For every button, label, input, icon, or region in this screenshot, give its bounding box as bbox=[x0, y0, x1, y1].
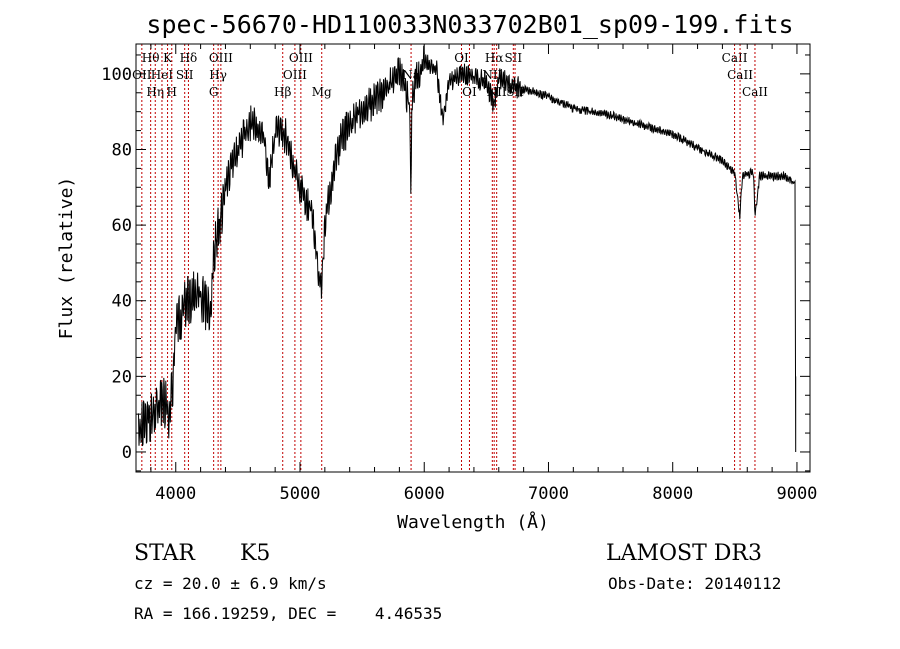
line-label: HeI bbox=[151, 68, 174, 82]
coordinates: RA = 166.19259, DEC = 4.46535 bbox=[134, 604, 442, 623]
plot-frame bbox=[135, 43, 811, 473]
line-label: CaII bbox=[727, 68, 753, 82]
x-tick-label: 4000 bbox=[155, 484, 196, 504]
x-tick-label: 5000 bbox=[280, 484, 321, 504]
object-class: STAR bbox=[134, 541, 196, 566]
line-label: OIII bbox=[289, 51, 313, 65]
spectrum-line bbox=[138, 45, 797, 452]
line-label: H bbox=[167, 85, 177, 99]
y-tick-label: 100 bbox=[101, 65, 132, 85]
y-tick-label: 60 bbox=[112, 216, 132, 236]
x-tick-label: 7000 bbox=[528, 484, 569, 504]
line-label: CaII bbox=[722, 51, 748, 65]
obs-date: Obs-Date: 20140112 bbox=[608, 574, 781, 593]
y-axis-label: Flux (relative) bbox=[56, 177, 77, 340]
line-label: OIII bbox=[209, 51, 233, 65]
line-label: Hθ bbox=[142, 51, 160, 65]
line-label: Hα bbox=[485, 51, 504, 65]
chart-title: spec-56670-HD110033N033702B01_sp09-199.f… bbox=[146, 10, 793, 39]
x-axis-label: Wavelength (Å) bbox=[397, 511, 549, 533]
y-tick-label: 80 bbox=[112, 140, 132, 160]
line-label: SII bbox=[176, 68, 194, 82]
axes-ticks: 4000 5000 6000 7000 8000 9000 0 20 40 60 80 100 bbox=[101, 44, 817, 504]
line-label: OI bbox=[454, 51, 469, 65]
y-tick-label: 20 bbox=[112, 367, 132, 387]
line-label: OI bbox=[462, 85, 477, 99]
line-label: OII bbox=[132, 68, 152, 82]
line-label: CaII bbox=[742, 85, 768, 99]
line-label: Hβ bbox=[274, 85, 291, 99]
line-label: OIII bbox=[283, 68, 307, 82]
x-tick-label: 9000 bbox=[776, 484, 817, 504]
x-tick-label: 8000 bbox=[652, 484, 693, 504]
subclass: K5 bbox=[240, 541, 270, 566]
spectral-line-markers: OIIHθHηHeIKHSIIHδGHγOIIIHβOIIIOIIIMgNaOI… bbox=[132, 44, 768, 472]
y-tick-label: 40 bbox=[112, 292, 132, 312]
line-label: Hγ bbox=[209, 68, 227, 82]
line-label: K bbox=[163, 51, 173, 65]
y-tick-label: 0 bbox=[122, 443, 132, 463]
line-label: Mg bbox=[312, 85, 332, 99]
line-label: SII bbox=[504, 51, 522, 65]
survey-label: LAMOST DR3 bbox=[606, 541, 762, 566]
line-label: G bbox=[209, 85, 219, 99]
line-label: Hη bbox=[146, 85, 164, 99]
redshift: cz = 20.0 ± 6.9 km/s bbox=[134, 574, 327, 593]
spectrum-series bbox=[138, 45, 797, 452]
x-tick-label: 6000 bbox=[404, 484, 445, 504]
line-label: Hδ bbox=[180, 51, 198, 65]
